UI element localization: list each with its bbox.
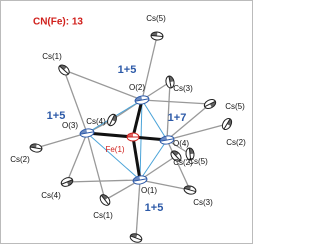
frame bbox=[1, 1, 253, 244]
atom-label: Cs(5) bbox=[146, 14, 166, 23]
atom-label: Cs(2) bbox=[10, 155, 30, 164]
bond-count: 1+5 bbox=[118, 64, 137, 76]
atom-label: Cs(4) bbox=[86, 117, 106, 126]
structure-diagram: CN(Fe): 13 Fe(1) O(1) O(2) O(3) O(4) Cs(5) Cs(… bbox=[0, 0, 253, 244]
atom-label: Cs(5) bbox=[188, 157, 208, 166]
atom-label: Cs(1) bbox=[42, 52, 62, 61]
title: CN(Fe): 13 bbox=[33, 17, 83, 28]
atom-label: Cs(1) bbox=[93, 211, 113, 220]
atom-label: O(1) bbox=[141, 186, 157, 195]
bond-count: 1+5 bbox=[47, 110, 66, 122]
atom-label: Cs(3) bbox=[173, 84, 193, 93]
atom-label: Fe(1) bbox=[105, 145, 124, 154]
atom-label: Cs(4) bbox=[41, 191, 61, 200]
atom-label: O(2) bbox=[129, 83, 145, 92]
bond-count: 1+7 bbox=[168, 112, 187, 124]
atom-label: Cs(5) bbox=[225, 102, 245, 111]
bond-count: 1+5 bbox=[145, 202, 164, 214]
atom-label: Cs(3) bbox=[193, 198, 213, 207]
atom-label: O(3) bbox=[62, 121, 78, 130]
fe-atom bbox=[127, 133, 139, 141]
atom-label: Cs(2) bbox=[226, 138, 246, 147]
atom-label: O(4) bbox=[173, 139, 189, 148]
